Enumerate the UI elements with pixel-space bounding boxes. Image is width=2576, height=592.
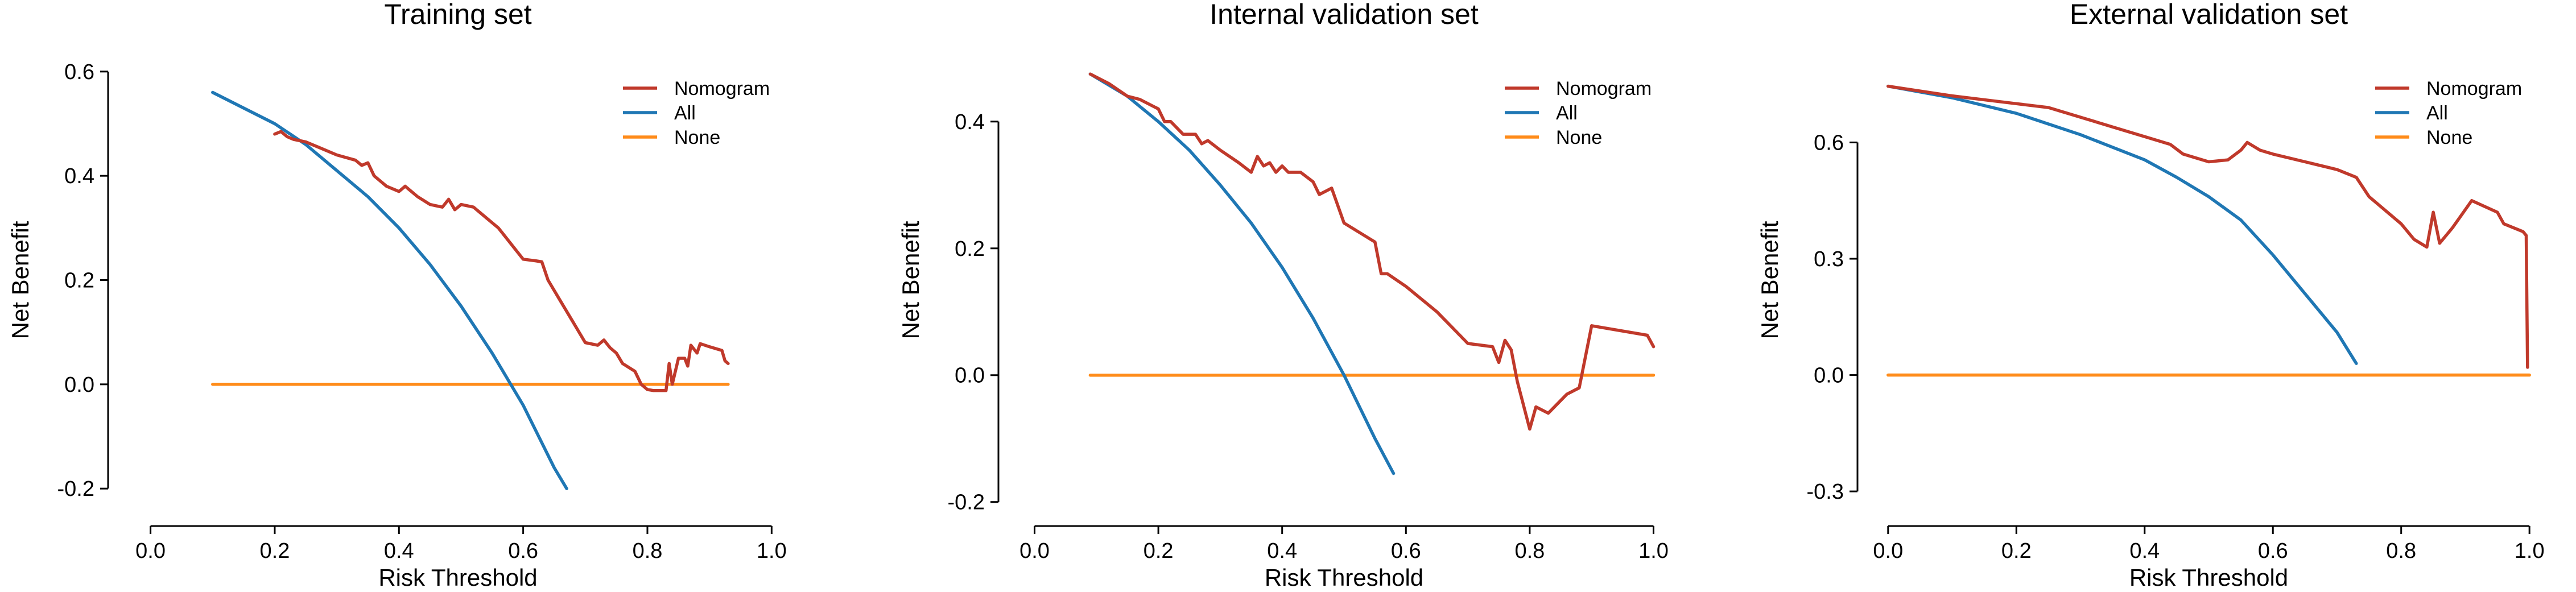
panel-title: Internal validation set <box>1209 0 1479 30</box>
x-tick-label: 0.4 <box>2129 539 2160 563</box>
y-tick-label: 0.6 <box>1814 131 1844 155</box>
legend-label-none: None <box>674 127 720 148</box>
series-line-all <box>1088 72 1396 475</box>
panel-internal-validation-set: Internal validation set Risk Threshold N… <box>897 0 1669 591</box>
x-tick-label: 0.8 <box>2386 539 2416 563</box>
x-tick-label: 0.4 <box>384 539 414 563</box>
y-axis-label: Net Benefit <box>7 221 34 339</box>
x-tick-label: 1.0 <box>2515 539 2545 563</box>
legend-label-all: All <box>674 102 696 124</box>
x-tick-label: 1.0 <box>757 539 787 563</box>
x-axis-label: Risk Threshold <box>2129 564 2288 591</box>
y-tick-label: 0.2 <box>955 237 985 261</box>
y-tick-label: 0.4 <box>955 110 985 134</box>
y-axis-label: Net Benefit <box>897 221 924 339</box>
series-line-all <box>211 90 568 490</box>
series-line-all <box>1886 84 2358 365</box>
legend-label-none: None <box>1556 127 1602 148</box>
x-tick-label: 0.8 <box>1514 539 1545 563</box>
x-tick-label: 0.6 <box>2258 539 2288 563</box>
y-tick-label: 0.4 <box>64 164 94 188</box>
y-tick-label: 0.2 <box>64 269 94 293</box>
x-tick-label: 0.0 <box>1873 539 1903 563</box>
y-tick-label: -0.3 <box>1807 480 1844 504</box>
panel-training-set: Training set Risk Threshold Net Benefit … <box>7 0 787 591</box>
y-tick-label: 0.3 <box>1814 247 1844 271</box>
x-tick-label: 0.6 <box>1391 539 1421 563</box>
y-tick-label: 0.0 <box>64 373 94 397</box>
y-tick-label: 0.0 <box>955 364 985 388</box>
legend-label-nomogram: Nomogram <box>1556 78 1652 100</box>
legend-label-all: All <box>2426 102 2448 124</box>
series-line-nomogram <box>1088 72 1656 431</box>
legend-label-all: All <box>1556 102 1578 124</box>
y-axis-label: Net Benefit <box>1756 221 1783 339</box>
x-tick-label: 0.2 <box>260 539 290 563</box>
x-tick-label: 0.4 <box>1267 539 1297 563</box>
series-line-nomogram <box>273 130 730 392</box>
x-tick-label: 0.8 <box>633 539 663 563</box>
x-tick-label: 1.0 <box>1638 539 1669 563</box>
panel-external-validation-set: External validation set Risk Threshold N… <box>1756 0 2545 591</box>
x-tick-label: 0.6 <box>508 539 538 563</box>
y-tick-label: 0.6 <box>64 60 94 84</box>
x-tick-label: 0.0 <box>135 539 166 563</box>
y-tick-label: -0.2 <box>948 491 985 515</box>
y-tick-label: -0.2 <box>57 477 94 501</box>
legend-label-none: None <box>2426 127 2472 148</box>
panel-title: External validation set <box>2070 0 2348 30</box>
x-axis-label: Risk Threshold <box>378 564 537 591</box>
panel-title: Training set <box>384 0 531 30</box>
series-line-nomogram <box>1886 84 2529 369</box>
legend-label-nomogram: Nomogram <box>674 78 770 100</box>
x-tick-label: 0.0 <box>1019 539 1050 563</box>
y-tick-label: 0.0 <box>1814 364 1844 388</box>
x-tick-label: 0.2 <box>2001 539 2032 563</box>
x-tick-label: 0.2 <box>1143 539 1174 563</box>
legend-label-nomogram: Nomogram <box>2426 78 2522 100</box>
x-axis-label: Risk Threshold <box>1265 564 1423 591</box>
